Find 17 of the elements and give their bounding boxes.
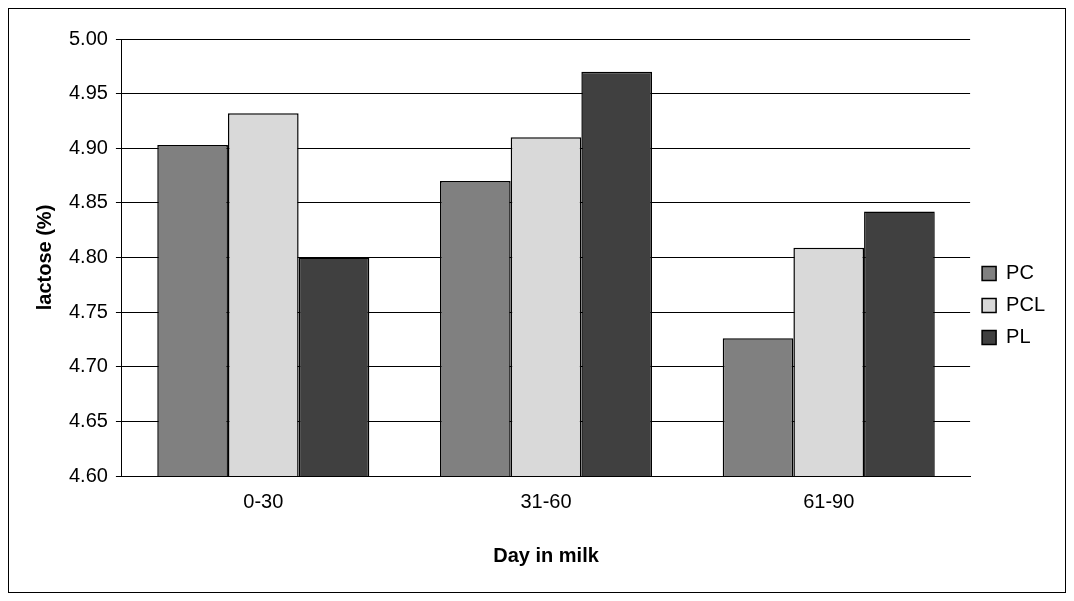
y-tick-label: 4.85	[68, 190, 108, 213]
y-tick-label: 4.70	[68, 354, 108, 377]
y-tick-label: 5.00	[68, 26, 108, 49]
x-tick-label: 61-90	[803, 489, 855, 512]
legend-label: PC	[1006, 261, 1034, 284]
x-tick-label: 0-30	[243, 489, 284, 512]
y-tick-label: 4.60	[68, 463, 108, 486]
y-tick-label: 4.65	[68, 408, 108, 431]
legend-label: PCL	[1006, 293, 1045, 316]
y-tick-label: 4.90	[68, 135, 108, 158]
legend-label: PL	[1006, 325, 1031, 348]
x-tick-label: 31-60	[520, 489, 572, 512]
y-axis-title: lactose (%)	[32, 204, 55, 311]
x-axis-title: Day in milk	[493, 543, 600, 566]
y-tick-label: 4.80	[68, 245, 108, 268]
y-tick-label: 4.75	[68, 299, 108, 322]
y-tick-label: 4.95	[68, 81, 108, 104]
